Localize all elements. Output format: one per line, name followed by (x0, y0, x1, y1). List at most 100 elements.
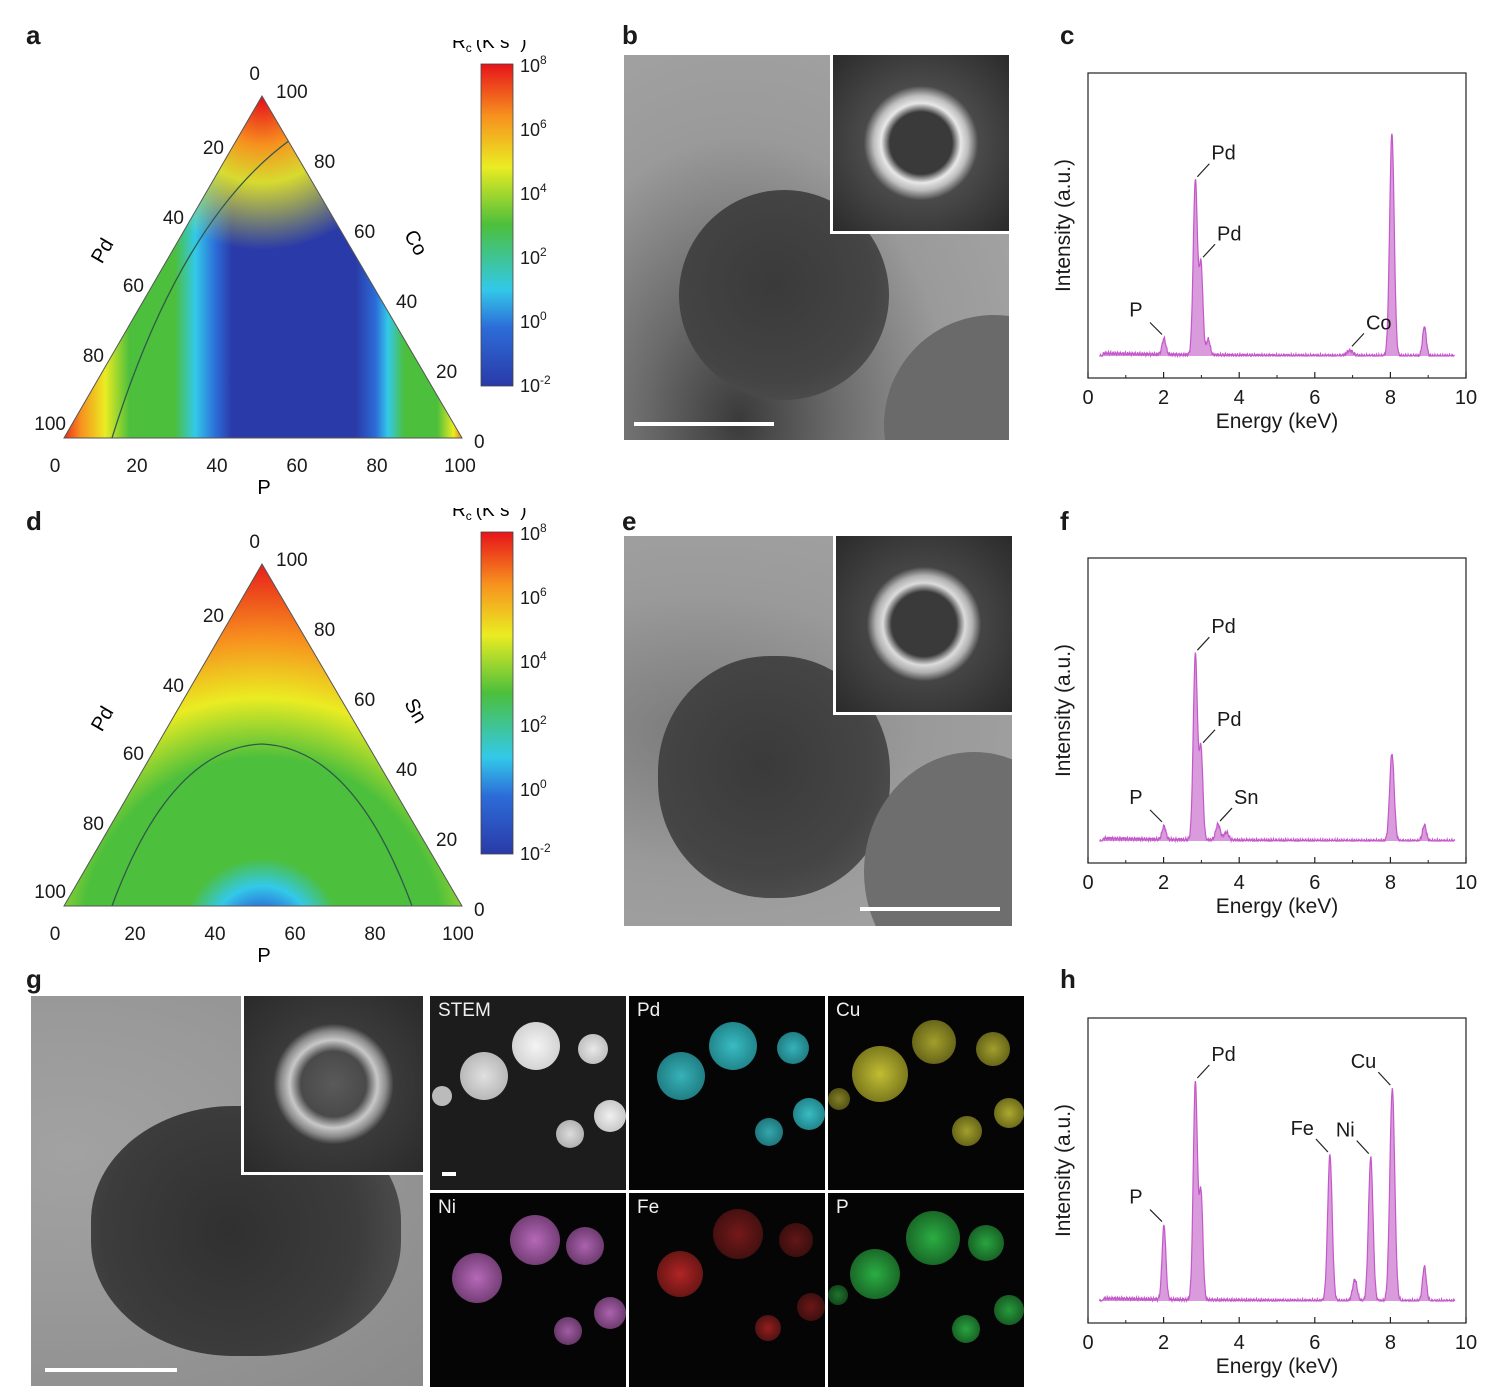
tick-label: 108 (520, 53, 547, 76)
tick-label: 40 (163, 208, 184, 229)
panel-label-h: h (1060, 964, 1076, 994)
x-axis-label: Energy (keV) (1216, 410, 1339, 433)
tick-label: 0 (249, 64, 260, 85)
ternary-a-left-ticks: 100 80 60 40 20 0 (34, 64, 260, 435)
tick-label: 100 (444, 456, 476, 477)
peak-label-leader (1377, 1071, 1391, 1086)
particle (594, 1297, 626, 1329)
particle (512, 1022, 560, 1070)
tick-label: 40 (396, 760, 417, 781)
ternary-a-bottom-axis-label: P (257, 477, 270, 499)
map-label-p: P (836, 1197, 849, 1218)
ternary-a-right-axis-label: Co (399, 226, 431, 259)
tick-label: 60 (123, 744, 144, 765)
particle (906, 1211, 960, 1265)
tick-label: 20 (203, 138, 224, 159)
tick-label: 40 (163, 676, 184, 697)
spectrum-fill (1099, 133, 1455, 356)
peak-label: P (1129, 1187, 1142, 1209)
peak-label-leader (1315, 1138, 1329, 1153)
y-axis-label: Intensity (a.u.) (1052, 1104, 1075, 1237)
map-label-stem: STEM (438, 1000, 491, 1021)
tick-label: 20 (436, 830, 457, 851)
scale-bar (442, 1172, 456, 1176)
ternary-plot-a: 0 20 40 60 80 100 P 100 80 60 40 20 0 Pd… (34, 40, 551, 499)
particle (755, 1118, 783, 1146)
peak-label-leader (1149, 322, 1163, 335)
panel-label-a: a (26, 20, 41, 50)
particle (952, 1315, 980, 1343)
tick-label: 104 (520, 649, 547, 672)
tick-label: 0 (474, 432, 485, 453)
scale-bar (634, 422, 774, 426)
x-tick-label: 8 (1385, 387, 1396, 409)
peak-label-leader (1196, 163, 1210, 178)
particle (793, 1098, 825, 1130)
tick-label: 100 (34, 414, 66, 435)
eds-spectrum-f: 0 2 4 6 8 10 Energy (keV) Intensity (a.u.) Pd Pd P… (1052, 557, 1477, 918)
map-label-cu: Cu (836, 1000, 861, 1021)
particle (850, 1249, 900, 1299)
x-tick-label: 4 (1234, 872, 1245, 894)
tick-label: 10-2 (520, 841, 551, 864)
peak-label-leader (1202, 243, 1216, 258)
particle (994, 1295, 1024, 1325)
peak-label-leader (1202, 729, 1216, 744)
peak-label: Pd (1217, 223, 1241, 245)
particle (510, 1215, 560, 1265)
peak-label: Ni (1336, 1120, 1355, 1142)
tem-image-b (624, 55, 1009, 440)
ternary-d-left-ticks: 100 80 60 40 20 0 (34, 532, 260, 903)
peak-label: Sn (1234, 787, 1258, 809)
stem-map: STEM (430, 996, 626, 1190)
tick-label: 80 (364, 924, 385, 945)
particle (968, 1225, 1004, 1261)
x-tick-label: 2 (1158, 1332, 1169, 1354)
ternary-a-left-axis-label: Pd (87, 235, 118, 267)
tick-label: 0 (249, 532, 260, 553)
fft-inset-b (830, 55, 1009, 234)
tick-label: 0 (50, 924, 61, 945)
tick-label: 10-2 (520, 373, 551, 396)
particle (460, 1052, 508, 1100)
peak-label: Pd (1211, 1044, 1235, 1066)
panel-label-f: f (1060, 506, 1069, 536)
tick-label: 100 (520, 309, 547, 332)
particle (777, 1032, 809, 1064)
colorbar-a-title: Rc(K s-1) (452, 40, 527, 55)
support-film (884, 315, 1009, 440)
eds-spectrum-h: 0 2 4 6 8 10 Energy (keV) Intensity (a.u.) Pd P Fe… (1052, 1017, 1477, 1378)
x-tick-label: 8 (1385, 872, 1396, 894)
particle (657, 1052, 705, 1100)
ternary-d-bottom-ticks: 0 20 40 60 80 100 (50, 924, 474, 945)
tick-label: 20 (124, 924, 145, 945)
tick-label: 80 (314, 620, 335, 641)
x-tick-label: 0 (1082, 872, 1093, 894)
panel-label-c: c (1060, 20, 1075, 50)
particle (556, 1120, 584, 1148)
map-label-ni: Ni (438, 1197, 456, 1218)
particle (779, 1223, 813, 1257)
tick-label: 80 (83, 814, 104, 835)
tick-label: 100 (442, 924, 474, 945)
particle (755, 1315, 781, 1341)
peak-label-leader (1149, 809, 1163, 823)
peak-label: Pd (1217, 709, 1241, 731)
y-axis-label: Intensity (a.u.) (1052, 159, 1075, 292)
x-tick-label: 0 (1082, 387, 1093, 409)
peak-label-leader (1356, 1140, 1370, 1155)
tick-label: 60 (354, 222, 375, 243)
tick-label: 104 (520, 181, 547, 204)
tick-label: 100 (520, 777, 547, 800)
peak-label: Co (1366, 312, 1392, 334)
tick-label: 40 (206, 456, 227, 477)
x-tick-label: 8 (1385, 1332, 1396, 1354)
x-axis-label: Energy (keV) (1216, 895, 1339, 918)
ternary-d-right-ticks: 0 20 40 60 80 100 (276, 550, 485, 921)
x-tick-label: 4 (1234, 1332, 1245, 1354)
x-tick-label: 10 (1455, 872, 1477, 894)
panel-label-e: e (622, 506, 637, 536)
peak-label: P (1129, 300, 1142, 322)
particle (828, 1285, 848, 1305)
tick-label: 0 (474, 900, 485, 921)
